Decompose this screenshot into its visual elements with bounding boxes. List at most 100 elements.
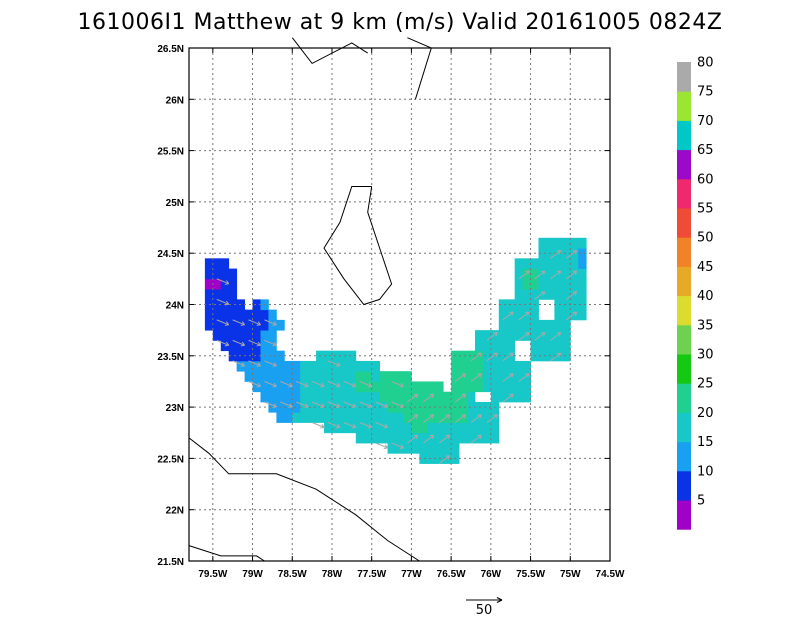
colorbar-swatch	[677, 120, 691, 151]
wind-vector	[359, 422, 373, 429]
wind-vector	[343, 401, 357, 408]
x-tick-label: 74.5W	[596, 569, 625, 580]
colorbar-swatch	[677, 62, 691, 92]
wind-speed-cell	[490, 381, 500, 393]
wind-speed-cell	[411, 422, 420, 434]
wind-speed-cell	[562, 268, 571, 280]
wind-speed-cell	[530, 309, 539, 321]
wind-vector	[375, 422, 389, 429]
wind-speed-cell	[212, 299, 222, 311]
wind-speed-cell	[530, 258, 539, 269]
wind-vector	[311, 422, 325, 429]
wind-speed-cell	[530, 330, 539, 341]
wind-vector	[518, 332, 530, 341]
wind-speed-cell	[324, 391, 333, 403]
wind-speed-cell	[308, 360, 317, 372]
wind-vector	[566, 250, 578, 259]
wind-speed-cell	[546, 268, 555, 280]
wind-speed-cell	[514, 391, 524, 403]
wind-speed-cell	[427, 412, 436, 423]
wind-speed-cell	[379, 391, 388, 403]
wind-speed-cell	[419, 443, 428, 454]
wind-speed-cell	[443, 443, 452, 454]
wind-speed-cell	[467, 371, 476, 382]
wind-speed-cell	[522, 258, 531, 269]
y-tick-label: 21.5N	[157, 557, 184, 568]
wind-speed-cell	[212, 278, 222, 290]
wind-speed-cell	[292, 371, 301, 382]
wind-speed-cell	[562, 319, 571, 331]
wind-speed-cell	[451, 391, 460, 403]
wind-speed-cell	[498, 330, 508, 341]
wind-vector	[438, 434, 451, 444]
wind-speed-cell	[514, 360, 524, 372]
wind-speed-cell	[459, 412, 468, 423]
wind-speed-cell	[562, 299, 571, 311]
wind-speed-cell	[530, 340, 539, 352]
x-tick-label: 78.5W	[278, 569, 307, 580]
wind-vector	[566, 270, 578, 280]
wind-speed-cell	[490, 360, 500, 372]
wind-speed-cell	[451, 360, 460, 372]
wind-speed-cell	[554, 268, 563, 280]
wind-speed-cell	[324, 350, 333, 362]
reference-arrow-head	[496, 597, 503, 603]
wind-speed-cell	[419, 401, 428, 413]
colorbar-swatch	[677, 266, 691, 297]
wind-speed-cell	[522, 278, 531, 290]
wind-speed-cell	[443, 412, 452, 423]
wind-speed-cell	[538, 258, 547, 269]
wind-speed-cell	[244, 319, 253, 331]
wind-vector	[216, 278, 230, 285]
wind-speed-cell	[228, 330, 238, 341]
wind-speed-cell	[570, 268, 579, 280]
wind-speed-cell	[316, 360, 325, 372]
wind-speed-cell	[363, 371, 373, 382]
wind-vector	[486, 352, 498, 362]
wind-vector	[550, 332, 562, 341]
wind-speed-cell	[546, 237, 555, 249]
wind-speed-cell	[276, 381, 285, 393]
wind-speed-cell	[403, 443, 412, 454]
wind-speed-cell	[308, 412, 317, 423]
y-tick-label: 26.5N	[157, 44, 184, 55]
colorbar-swatch	[677, 470, 691, 501]
wind-speed-cell	[339, 381, 349, 393]
wind-speed-cell	[474, 330, 484, 341]
wind-speed-cell	[522, 391, 531, 403]
colorbar-swatch	[677, 178, 691, 209]
wind-vector	[391, 381, 404, 388]
x-tick-label: 77W	[401, 569, 422, 580]
wind-speed-cell	[451, 371, 460, 382]
wind-speed-cell	[387, 381, 396, 393]
grid-lines	[189, 48, 610, 561]
chart-title: 161006I1 Matthew at 9 km (m/s) Valid 201…	[77, 10, 723, 35]
wind-speed-cell	[554, 237, 563, 249]
wind-speed-cell	[228, 319, 238, 331]
wind-speed-cell	[339, 371, 349, 382]
wind-speed-cell	[570, 309, 579, 321]
wind-vector	[470, 434, 482, 444]
wind-speed-cell	[443, 391, 452, 403]
wind-speed-cell	[451, 443, 460, 454]
wind-vector	[423, 393, 435, 403]
wind-vector	[518, 311, 530, 321]
wind-vector	[454, 414, 466, 423]
colorbar-label: 35	[697, 318, 714, 333]
colorbar-label: 55	[697, 202, 714, 217]
wind-speed-cell	[204, 258, 214, 269]
y-tick-label: 26N	[166, 95, 184, 106]
wind-speed-cell	[395, 371, 404, 382]
wind-vector	[343, 422, 357, 429]
wind-speed-cell	[300, 412, 309, 423]
wind-speed-cell	[292, 391, 301, 403]
wind-speed-cell	[403, 371, 412, 382]
wind-speed-cell	[546, 278, 555, 290]
y-tick-label: 25N	[166, 198, 184, 209]
wind-speed-cell	[514, 268, 524, 280]
wind-speed-cell	[538, 330, 547, 341]
wind-speed-cell	[474, 422, 484, 434]
wind-speed-cell	[554, 278, 563, 290]
wind-speed-cell	[467, 381, 476, 393]
wind-speed-cell	[506, 309, 516, 321]
